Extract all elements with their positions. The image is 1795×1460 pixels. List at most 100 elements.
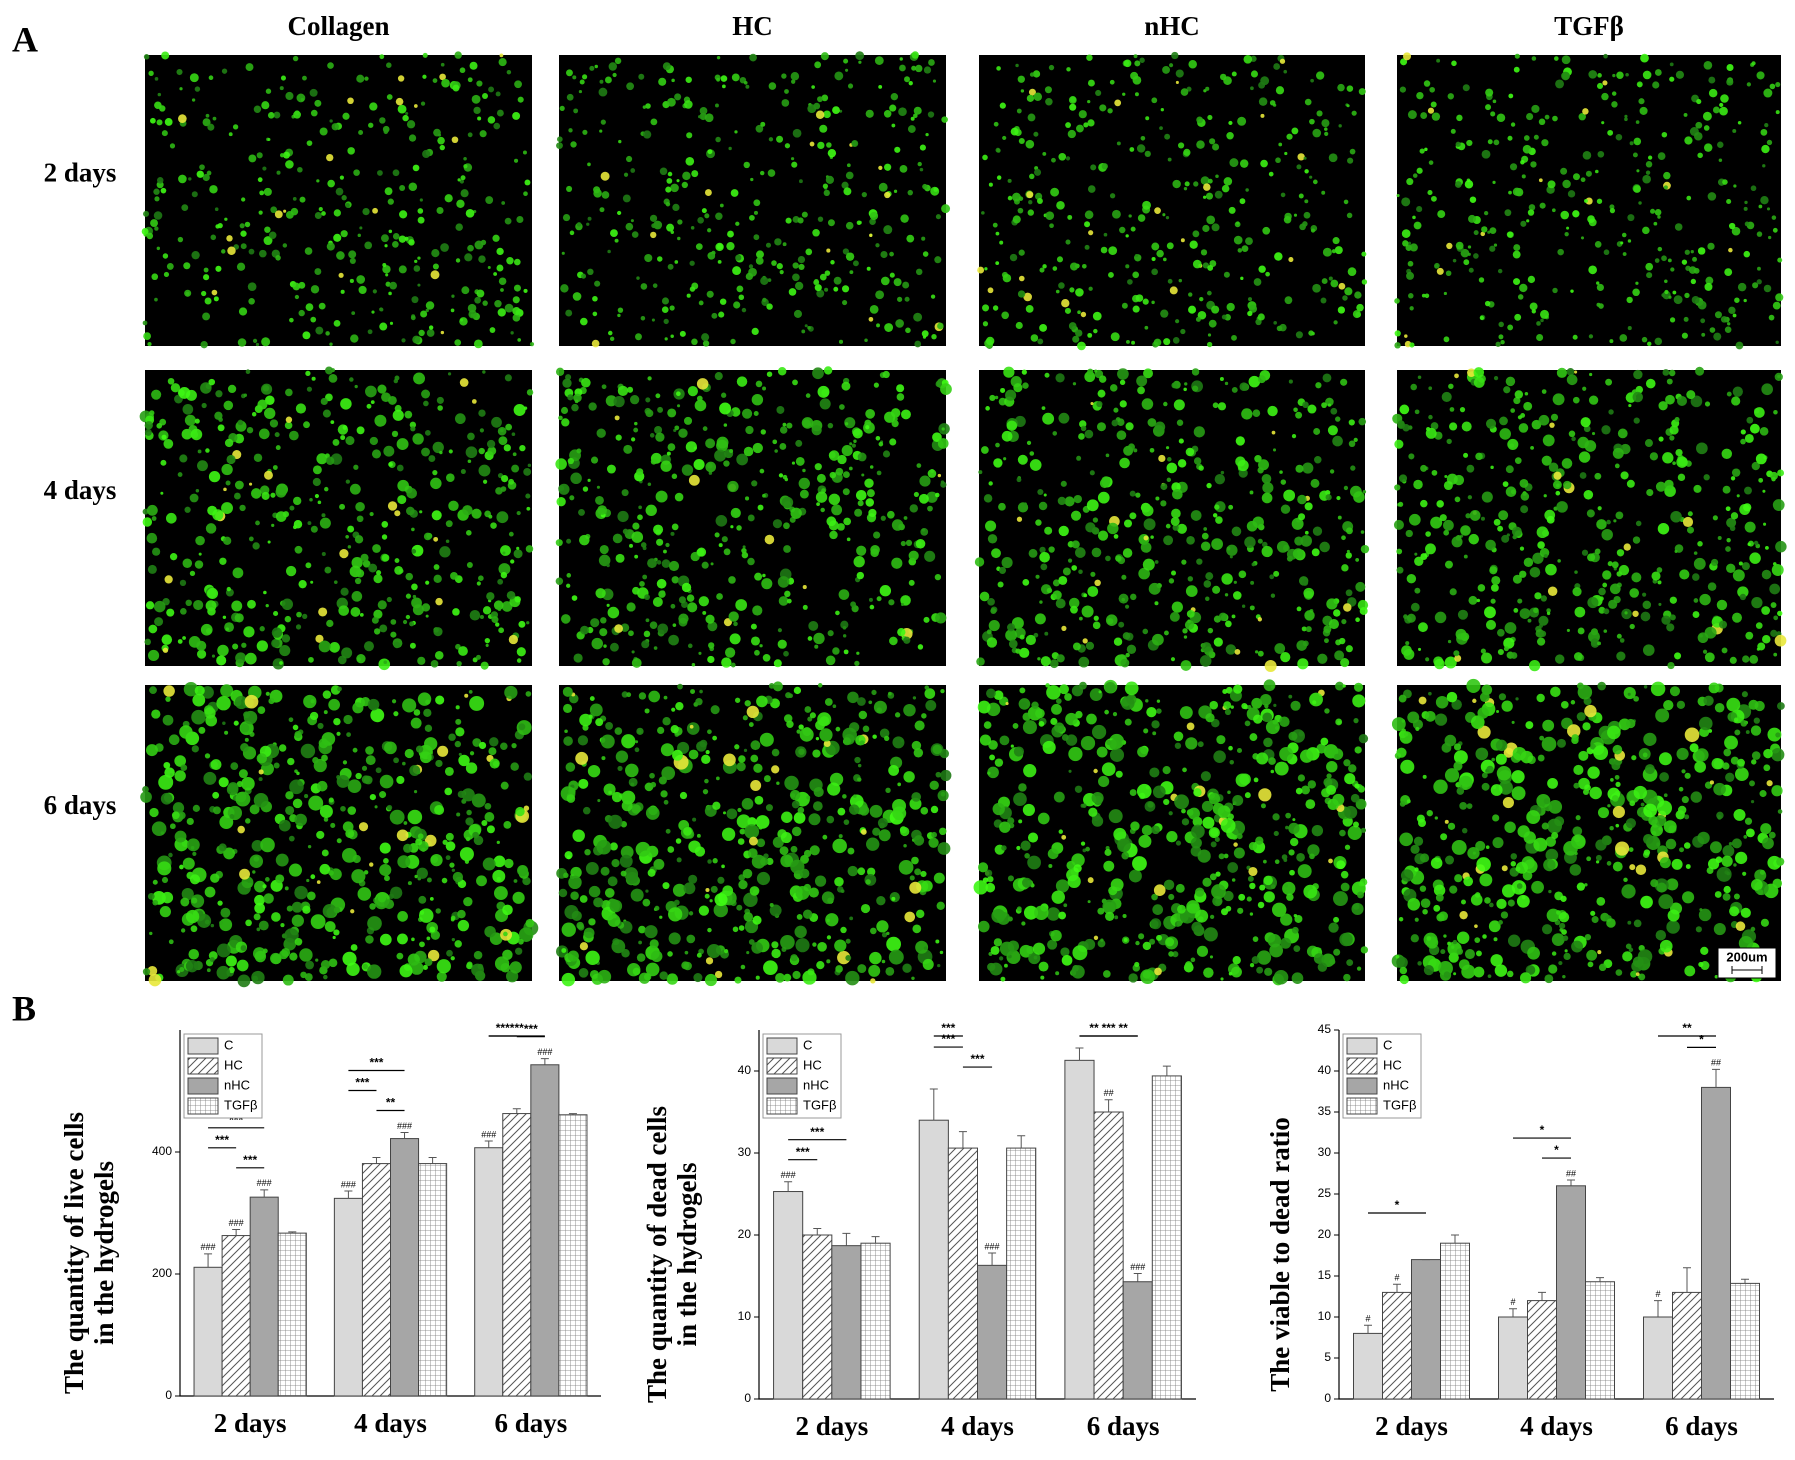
- cell: [631, 531, 644, 543]
- cell: [1447, 639, 1452, 644]
- cell: [756, 838, 766, 848]
- cell: [292, 197, 297, 201]
- cell: [281, 634, 291, 643]
- cell: [1510, 408, 1516, 413]
- cell: [1428, 386, 1433, 391]
- cell: [1100, 246, 1108, 254]
- cell: [515, 806, 525, 817]
- cell: [179, 725, 193, 739]
- cell: [661, 306, 669, 314]
- cell: [498, 627, 505, 634]
- cell: [225, 955, 237, 967]
- cell: [1130, 226, 1136, 232]
- cell: [917, 644, 924, 650]
- cell: [1403, 52, 1411, 61]
- cell: [1156, 699, 1161, 703]
- cell: [1268, 171, 1274, 177]
- cell: [422, 149, 431, 159]
- cell: [681, 582, 692, 593]
- cell: [599, 79, 604, 84]
- cell: [878, 84, 883, 89]
- cell: [1200, 541, 1211, 552]
- cell: [1061, 834, 1067, 840]
- cell: [258, 210, 263, 215]
- cell: [857, 763, 862, 768]
- cell: [518, 620, 526, 628]
- cell: [1076, 455, 1082, 461]
- cell: [1405, 641, 1410, 646]
- cell: [1467, 495, 1473, 500]
- cell: [998, 566, 1007, 574]
- cell: [1717, 535, 1722, 540]
- cell: [1286, 893, 1294, 901]
- cell: [1052, 431, 1058, 436]
- cell: [1517, 294, 1524, 300]
- cell: [587, 478, 591, 482]
- cell: [1459, 407, 1466, 413]
- cell: [642, 574, 648, 580]
- cell: [1707, 242, 1715, 250]
- cell: [466, 562, 473, 569]
- cell: [317, 500, 322, 505]
- cell: [304, 247, 313, 255]
- cell: [1086, 713, 1097, 725]
- cell: [1111, 419, 1119, 427]
- cell: [1751, 597, 1763, 609]
- cell: [1552, 287, 1558, 294]
- cell: [940, 688, 945, 694]
- cell: [410, 961, 424, 975]
- cell: [1538, 178, 1543, 183]
- cell: [1243, 54, 1253, 64]
- cell: [144, 638, 151, 646]
- cell: [498, 57, 507, 67]
- cell: [1121, 597, 1126, 602]
- cell: [169, 143, 176, 149]
- cell: [766, 857, 774, 866]
- cell: [790, 72, 800, 81]
- cell: [620, 870, 627, 877]
- cell: [1503, 637, 1515, 649]
- cell: [1480, 516, 1485, 521]
- cell: [1004, 963, 1008, 968]
- cell: [511, 464, 520, 473]
- cell: [637, 514, 643, 521]
- cell: [1425, 531, 1431, 537]
- cell: [598, 87, 608, 97]
- cell: [496, 247, 504, 256]
- cell: [1546, 515, 1555, 524]
- cell: [1777, 610, 1783, 617]
- cell: [1037, 338, 1044, 345]
- cell: [1717, 141, 1724, 148]
- cell: [781, 496, 794, 509]
- cell: [1455, 628, 1467, 640]
- cell: [614, 624, 623, 633]
- cell: [1301, 785, 1311, 795]
- cell: [197, 913, 212, 928]
- cell: [1119, 226, 1126, 234]
- cell: [1406, 573, 1417, 584]
- cell: [792, 970, 801, 980]
- cell: [318, 607, 328, 617]
- cell: [924, 685, 930, 690]
- cell: [1090, 571, 1096, 577]
- cell: [1601, 528, 1613, 541]
- cell: [152, 899, 159, 906]
- cell: [801, 329, 806, 334]
- cell: [307, 521, 312, 526]
- cell: [719, 298, 727, 305]
- cell: [802, 970, 817, 985]
- cell: [1255, 650, 1259, 654]
- cell: [566, 794, 576, 803]
- cell: [214, 411, 223, 420]
- cell: [1531, 56, 1537, 61]
- cell: [1175, 69, 1184, 78]
- cell: [1601, 121, 1605, 125]
- cell: [312, 477, 321, 487]
- cell: [772, 519, 783, 529]
- cell: [314, 268, 322, 275]
- cell: [1256, 966, 1264, 974]
- cell: [1228, 504, 1234, 510]
- cell: [675, 701, 684, 711]
- cell: [1396, 193, 1400, 198]
- cell: [660, 790, 668, 798]
